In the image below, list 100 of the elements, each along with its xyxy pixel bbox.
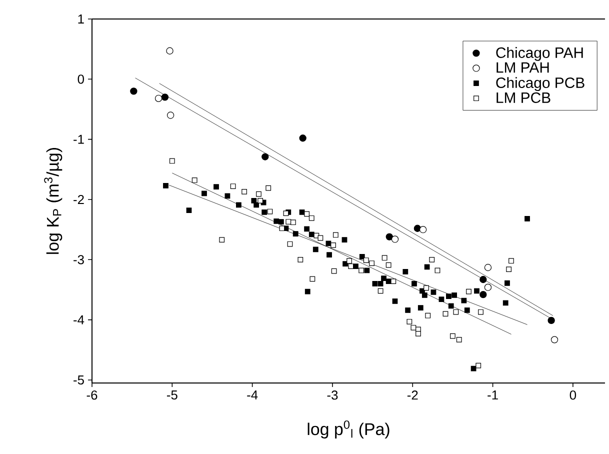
point (476, 362, 482, 368)
point (478, 309, 484, 315)
point (378, 288, 384, 294)
legend-label: Chicago PAH (496, 47, 583, 61)
point (353, 264, 358, 269)
point (266, 185, 272, 191)
point (286, 219, 292, 224)
point (419, 226, 427, 234)
point (402, 269, 408, 274)
x-tick-label: -2 (407, 390, 418, 400)
point (466, 288, 472, 294)
point (430, 289, 436, 295)
point (256, 191, 262, 197)
point (308, 232, 314, 238)
point (364, 268, 370, 274)
point (484, 284, 492, 291)
point (524, 216, 530, 222)
point (358, 268, 364, 274)
x-tick-label: -5 (166, 390, 178, 400)
point (359, 254, 365, 260)
point (382, 255, 388, 261)
point (508, 258, 514, 264)
point (224, 193, 230, 199)
point (326, 252, 332, 258)
point (186, 208, 192, 214)
point (330, 242, 336, 248)
point (506, 266, 512, 272)
point (299, 134, 306, 142)
point (169, 158, 175, 164)
point (267, 208, 273, 214)
point (308, 215, 314, 221)
point (166, 112, 174, 119)
point (258, 198, 264, 204)
point (163, 182, 168, 188)
point (331, 268, 337, 274)
point (422, 292, 428, 298)
point (429, 256, 435, 262)
point (502, 300, 508, 306)
point (130, 88, 138, 95)
point (262, 209, 268, 215)
point (392, 298, 398, 304)
point (381, 276, 386, 282)
point (242, 188, 247, 194)
point (304, 211, 310, 217)
point (202, 190, 207, 196)
point (262, 153, 269, 160)
point (406, 318, 412, 324)
legend-label: Chicago PCB (496, 77, 584, 92)
point (450, 333, 456, 339)
point (161, 94, 169, 101)
point (452, 292, 458, 298)
y-tick-label: -2 (74, 194, 84, 204)
point (346, 258, 352, 264)
point (425, 312, 431, 318)
point (312, 246, 318, 252)
point (504, 280, 510, 286)
y-tick-label: -4 (74, 315, 84, 324)
point (442, 311, 448, 316)
y-axis-title: log K$_{P}$ (m$^{3}$/µg) (44, 148, 62, 254)
point (342, 261, 348, 267)
point (304, 226, 310, 232)
point (405, 308, 411, 313)
point (348, 264, 354, 269)
point (470, 366, 476, 372)
point (236, 202, 242, 208)
point (192, 178, 198, 183)
y-tick-label: 1 (78, 14, 84, 24)
point (214, 184, 219, 190)
point (410, 324, 416, 330)
point (372, 281, 378, 286)
point (314, 232, 320, 238)
y-tick-label: -1 (74, 134, 84, 144)
point (548, 316, 555, 324)
point (386, 262, 392, 268)
point (480, 276, 487, 284)
point (461, 298, 467, 304)
point (448, 303, 454, 309)
x-tick-label: -6 (86, 390, 98, 400)
point (424, 264, 430, 270)
y-tick-label: -5 (74, 375, 84, 385)
y-tick-label: -3 (74, 255, 84, 264)
x-axis-title: log p$^{0}$$_{l}$ (Pa) (308, 420, 390, 439)
point (279, 226, 285, 232)
x-tick-label: -4 (247, 390, 258, 400)
point (438, 296, 444, 302)
legend-label: LM PCB (496, 92, 550, 103)
point (230, 184, 236, 189)
point (274, 218, 280, 224)
point (464, 308, 470, 313)
point (456, 336, 462, 342)
point (550, 336, 558, 344)
x-tick-label: -1 (488, 390, 498, 400)
point (369, 260, 374, 266)
point (453, 309, 459, 315)
point (416, 330, 421, 336)
point (474, 288, 480, 294)
x-tick-label: -3 (327, 390, 338, 400)
point (254, 202, 260, 208)
point (412, 281, 417, 286)
point (278, 219, 284, 224)
